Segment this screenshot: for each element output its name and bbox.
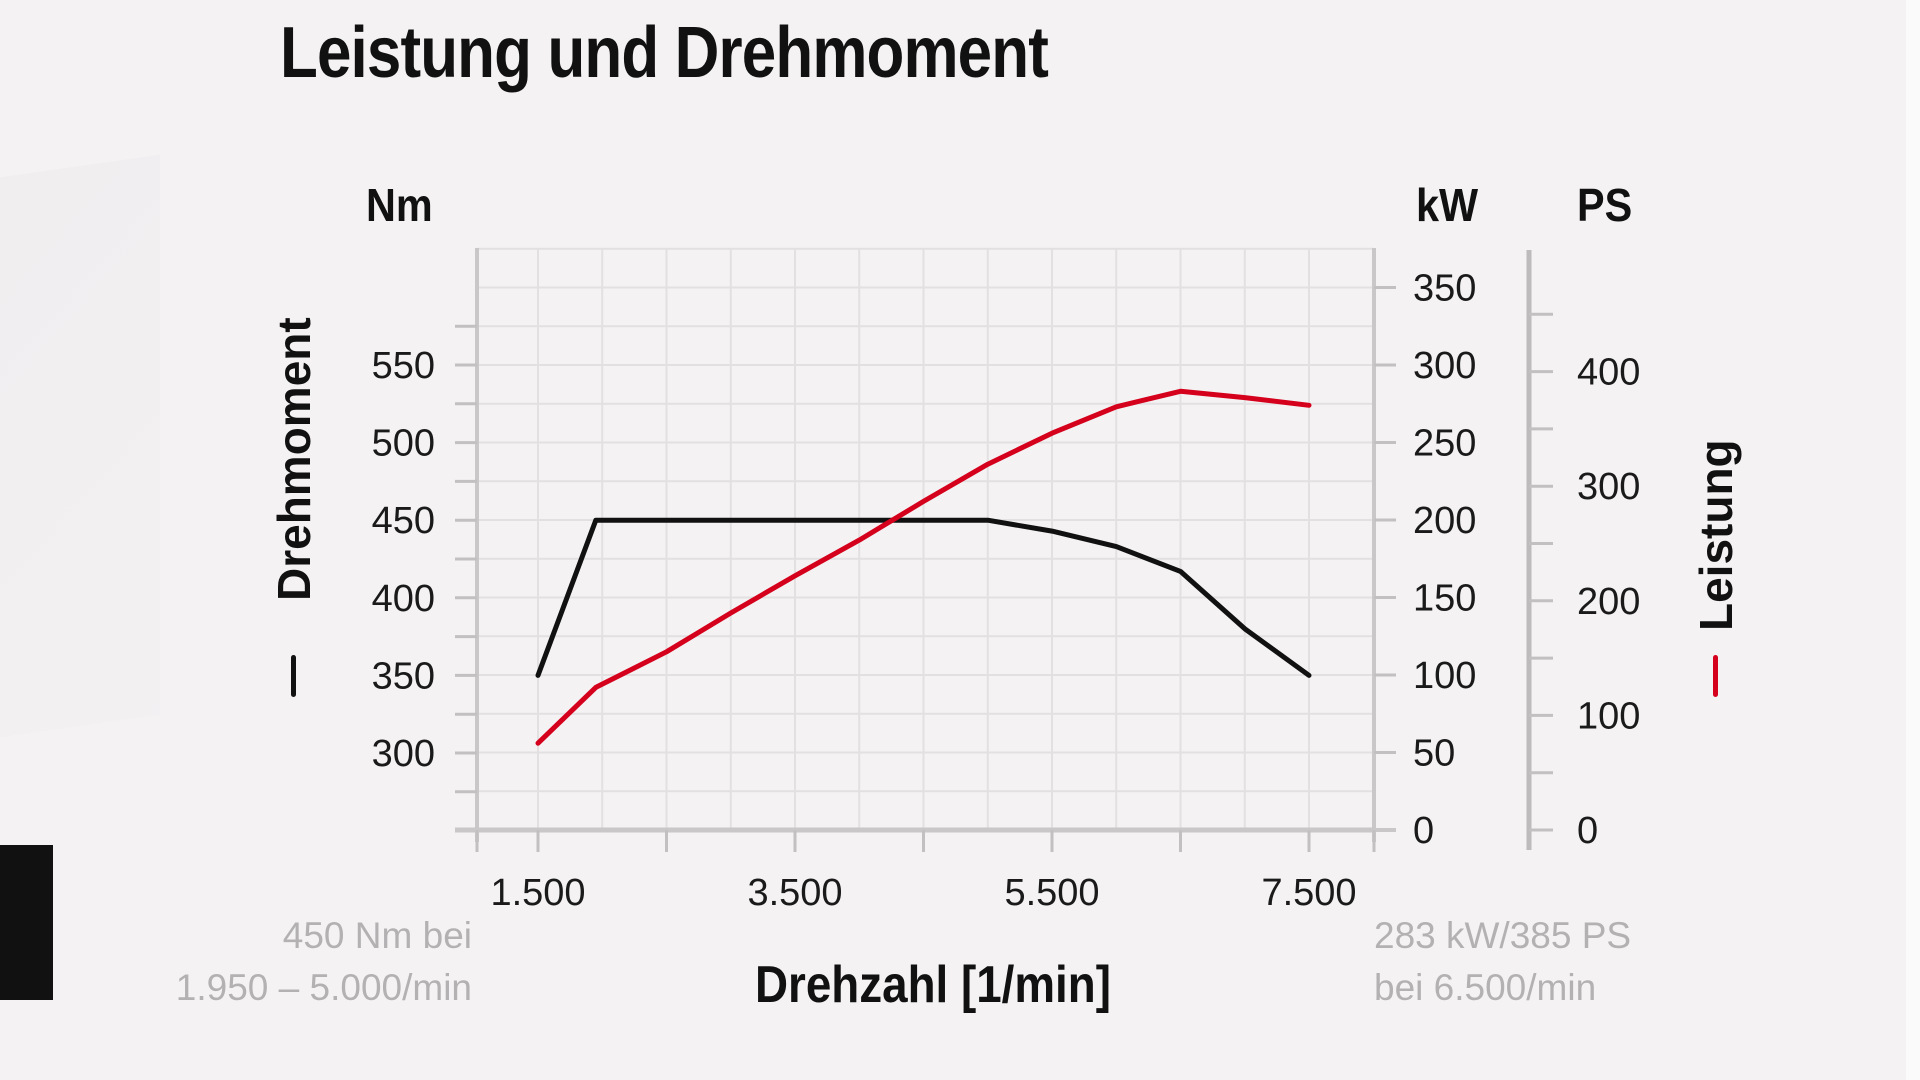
- ps-tick-label: 0: [1577, 810, 1598, 852]
- kw-tick-label: 300: [1413, 345, 1476, 387]
- x-tick-label: 7.500: [1261, 872, 1356, 914]
- kw-tick-label: 350: [1413, 268, 1476, 310]
- chart-series: [535, 388, 1312, 746]
- x-tick-label: 1.500: [490, 872, 585, 914]
- torque-curve: [535, 517, 1312, 678]
- decorative-black-block: [0, 845, 53, 1000]
- kw-tick-label: 200: [1413, 500, 1476, 542]
- chart-grid: [477, 247, 1374, 830]
- kw-tick-label: 50: [1413, 733, 1455, 775]
- x-axis-title: Drehzahl [1/min]: [755, 956, 1111, 1014]
- ps-tick-label: 300: [1577, 466, 1640, 508]
- power-annotation-line2: bei 6.500/min: [1374, 967, 1597, 1008]
- power-annotation-line1: 283 kW/385 PS: [1374, 915, 1632, 956]
- nm-tick-label: 450: [372, 500, 435, 542]
- kw-tick-label: 150: [1413, 578, 1476, 620]
- chart-axes: [455, 248, 1553, 852]
- power-annotation: 283 kW/385 PS bei 6.500/min: [1374, 910, 1631, 1014]
- ps-tick-label: 100: [1577, 695, 1640, 737]
- kw-tick-label: 100: [1413, 655, 1476, 697]
- kw-tick-label: 0: [1413, 810, 1434, 852]
- ps-tick-label: 400: [1577, 352, 1640, 394]
- chart-tick-labels: 300 350 400 450 500 550 0 50 100 150 200 250 300 350 0…: [372, 268, 1641, 915]
- left-axis-unit: Nm: [366, 179, 433, 231]
- power-curve: [535, 388, 1312, 746]
- nm-tick-label: 350: [372, 655, 435, 697]
- nm-tick-label: 500: [372, 423, 435, 465]
- power-legend-swatch: [1713, 655, 1718, 697]
- torque-annotation-line2: 1.950 – 5.000/min: [175, 967, 472, 1008]
- right-axis-unit-kw: kW: [1416, 179, 1479, 231]
- ps-tick-label: 200: [1577, 581, 1640, 623]
- x-tick-label: 5.500: [1004, 872, 1099, 914]
- nm-tick-label: 300: [372, 733, 435, 775]
- kw-tick-label: 250: [1413, 423, 1476, 465]
- nm-tick-label: 550: [372, 345, 435, 387]
- x-tick-label: 3.500: [747, 872, 842, 914]
- nm-tick-label: 400: [372, 578, 435, 620]
- right-axis-unit-ps: PS: [1577, 179, 1633, 231]
- torque-annotation-line1: 450 Nm bei: [282, 915, 472, 956]
- torque-legend-swatch: [291, 655, 296, 697]
- page-title: Leistung und Drehmoment: [280, 13, 1049, 93]
- torque-annotation: 450 Nm bei 1.950 – 5.000/min: [176, 910, 472, 1014]
